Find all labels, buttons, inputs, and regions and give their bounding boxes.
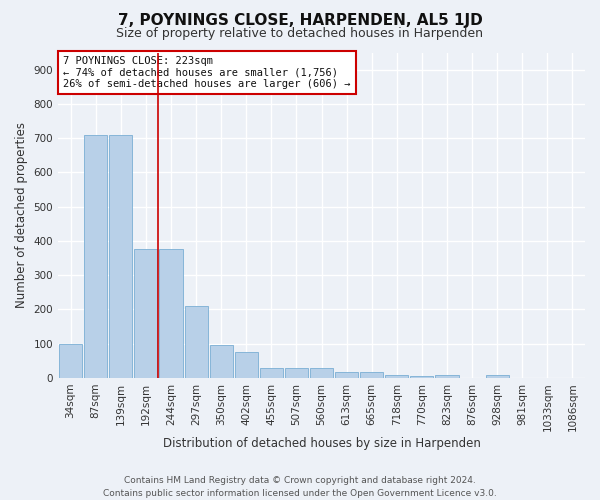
Text: 7 POYNINGS CLOSE: 223sqm
← 74% of detached houses are smaller (1,756)
26% of sem: 7 POYNINGS CLOSE: 223sqm ← 74% of detach… [64, 56, 351, 89]
Bar [385, 375, 409, 378]
Bar [134, 250, 157, 378]
Bar [310, 368, 333, 378]
Bar [285, 368, 308, 378]
Bar [209, 344, 233, 378]
Bar [109, 134, 133, 378]
Bar [485, 375, 509, 378]
Bar [59, 344, 82, 378]
Text: Size of property relative to detached houses in Harpenden: Size of property relative to detached ho… [116, 28, 484, 40]
Bar [260, 368, 283, 378]
Bar [360, 372, 383, 378]
X-axis label: Distribution of detached houses by size in Harpenden: Distribution of detached houses by size … [163, 437, 481, 450]
Bar [436, 374, 458, 378]
Text: 7, POYNINGS CLOSE, HARPENDEN, AL5 1JD: 7, POYNINGS CLOSE, HARPENDEN, AL5 1JD [118, 12, 482, 28]
Bar [410, 376, 433, 378]
Bar [84, 134, 107, 378]
Bar [160, 250, 182, 378]
Text: Contains HM Land Registry data © Crown copyright and database right 2024.
Contai: Contains HM Land Registry data © Crown c… [103, 476, 497, 498]
Bar [335, 372, 358, 378]
Bar [235, 352, 258, 378]
Y-axis label: Number of detached properties: Number of detached properties [15, 122, 28, 308]
Bar [185, 306, 208, 378]
